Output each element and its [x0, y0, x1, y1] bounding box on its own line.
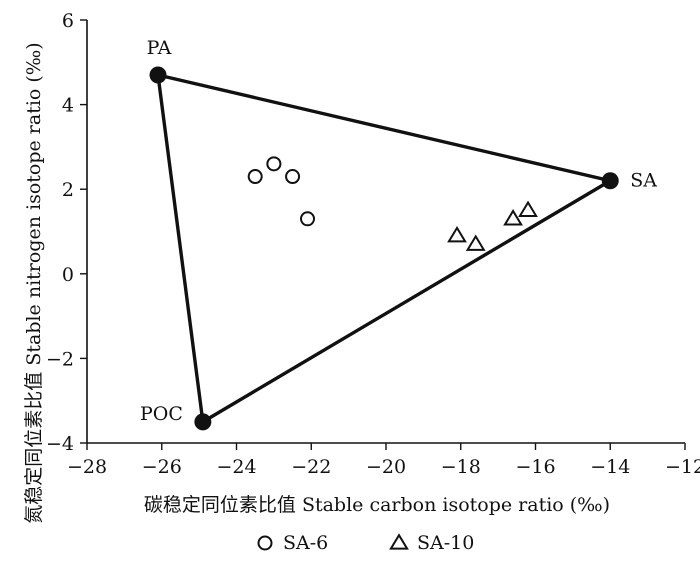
- legend-label-sa-10: SA-10: [417, 532, 474, 554]
- x-tick-label: −26: [142, 456, 182, 478]
- point-sa-10: [465, 234, 486, 251]
- end-member-point-poc: [194, 413, 212, 431]
- y-axis-title: 氮稳定同位素比值 Stable nitrogen isotope ratio (…: [23, 42, 45, 523]
- x-tick-label: −20: [366, 456, 406, 478]
- y-tick-label: 2: [62, 179, 74, 201]
- end-member-point-sa: [601, 172, 619, 190]
- point-sa-10: [503, 209, 523, 226]
- end-member-label-pa: PA: [147, 37, 172, 59]
- point-sa-10: [518, 200, 538, 218]
- x-tick-label: −12: [665, 456, 700, 478]
- point-sa-6: [266, 156, 282, 172]
- x-tick-label: −16: [515, 456, 555, 478]
- legend-label-sa-6: SA-6: [283, 532, 328, 554]
- x-tick-label: −14: [590, 456, 630, 478]
- y-tick-label: 4: [62, 95, 74, 117]
- y-tick-label: −4: [46, 433, 74, 455]
- point-sa-6: [285, 169, 301, 185]
- x-tick-label: −18: [441, 456, 481, 478]
- point-sa-6: [300, 211, 316, 227]
- end-member-point-pa: [149, 66, 167, 84]
- end-member-labels: PA SA POC: [140, 37, 657, 425]
- data-points: [149, 66, 619, 431]
- legend-marker-circle: [257, 535, 273, 551]
- x-tick-label: −24: [216, 456, 256, 478]
- point-sa-10: [447, 225, 467, 243]
- mixing-triangle-outline: [156, 73, 612, 424]
- legend: SA-6 SA-10: [257, 532, 474, 554]
- y-tick-label: −2: [46, 348, 74, 370]
- end-member-label-sa: SA: [630, 170, 657, 192]
- x-tick-label: −28: [67, 456, 107, 478]
- legend-marker-triangle: [389, 533, 409, 550]
- mixing-triangle: [156, 73, 612, 424]
- y-tick-label: 6: [62, 10, 74, 32]
- point-sa-6: [247, 169, 263, 185]
- y-tick-label: 0: [62, 264, 74, 286]
- end-member-label-poc: POC: [140, 403, 183, 425]
- x-axis-title: 碳稳定同位素比值 Stable carbon isotope ratio (‰): [144, 494, 610, 516]
- x-tick-label: −22: [291, 456, 331, 478]
